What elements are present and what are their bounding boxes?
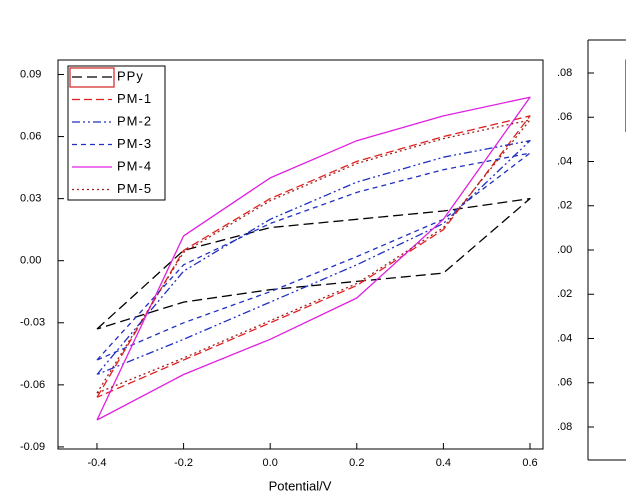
cv-curve bbox=[96, 96, 531, 421]
cv-curve bbox=[96, 152, 531, 361]
y-tick-label: 0.03 bbox=[20, 193, 41, 205]
legend: PPy PM-1 PM-2 PM-3 PM-4 PM-5 bbox=[67, 65, 166, 201]
y-tick-label: 0.00 bbox=[20, 255, 41, 267]
y-tick-label: .02 bbox=[557, 288, 572, 300]
x-axis-title: Potential/V bbox=[269, 478, 332, 491]
legend-label: PM-3 bbox=[117, 136, 152, 151]
y-tick-label: .06 bbox=[557, 377, 572, 389]
y-tick-label: .08 bbox=[557, 67, 572, 79]
legend-label: PM-1 bbox=[117, 91, 152, 106]
legend-label: PM-4 bbox=[117, 158, 152, 173]
cv-curve bbox=[96, 119, 531, 394]
y-tick-label: .06 bbox=[557, 111, 572, 123]
x-tick-label: 0.2 bbox=[349, 457, 364, 469]
y-tick-label: .02 bbox=[557, 200, 572, 212]
y-tick-label: -0.06 bbox=[20, 379, 45, 391]
y-tick-label: .04 bbox=[557, 332, 572, 344]
y-tick-label: .00 bbox=[557, 244, 572, 256]
x-tick-label: 0.0 bbox=[263, 457, 278, 469]
y-tick-label: -0.09 bbox=[20, 441, 45, 453]
y-tick-label: .04 bbox=[557, 155, 572, 167]
y-tick-label: 0.06 bbox=[20, 130, 41, 142]
legend-selection bbox=[69, 67, 115, 88]
x-tick-label: 0.4 bbox=[436, 457, 451, 469]
y-tick-label: 0.09 bbox=[20, 68, 41, 80]
y-tick-label: .08 bbox=[557, 421, 572, 433]
y-tick-label: -0.03 bbox=[20, 317, 45, 329]
plot-frame bbox=[57, 59, 544, 450]
cv-curve bbox=[96, 197, 531, 330]
x-tick-label: 0.6 bbox=[522, 457, 537, 469]
x-tick-label: -0.4 bbox=[87, 457, 106, 469]
legend-label: PM-2 bbox=[117, 113, 152, 128]
legend-box bbox=[67, 65, 166, 201]
legend-label: PPy bbox=[117, 68, 144, 83]
cv-curve bbox=[96, 140, 531, 376]
cv-curve bbox=[96, 115, 531, 398]
legend-label: PM-5 bbox=[117, 181, 152, 196]
x-tick-label: -0.2 bbox=[174, 457, 193, 469]
